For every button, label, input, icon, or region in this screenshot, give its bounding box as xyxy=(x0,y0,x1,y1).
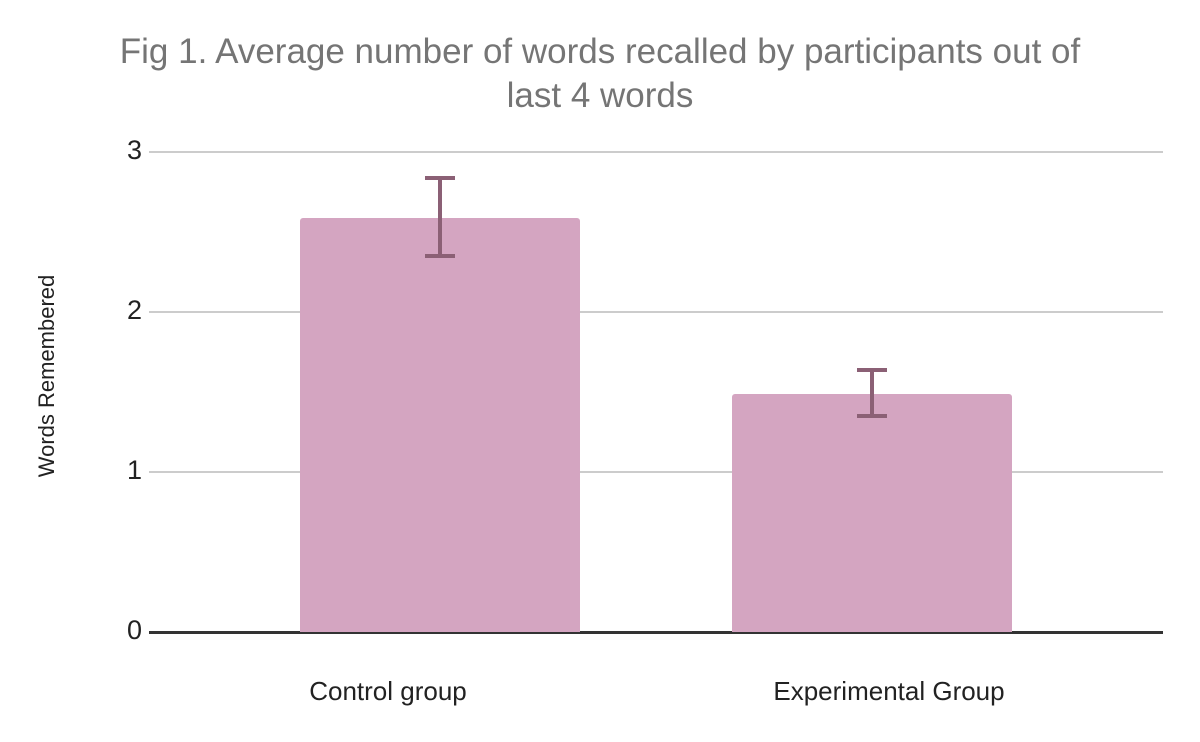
chart-title: Fig 1. Average number of words recalled … xyxy=(0,30,1200,118)
error-bar-experimental-group xyxy=(857,368,887,418)
error-bar-bottom-cap xyxy=(857,413,887,418)
chart-title-line-1: Fig 1. Average number of words recalled … xyxy=(119,32,1081,71)
gridline-1 xyxy=(149,471,1163,473)
x-axis-baseline xyxy=(149,631,1163,634)
gridline-2 xyxy=(149,311,1163,313)
y-tick-label-1: 1 xyxy=(126,455,142,485)
error-bar-line xyxy=(870,368,874,418)
x-category-label-control-group: Control group xyxy=(309,676,467,706)
error-bar-line xyxy=(438,176,442,258)
bar-control-group xyxy=(300,217,580,632)
error-bar-control-group xyxy=(425,176,455,258)
chart-title-line-2: last 4 words xyxy=(506,76,694,115)
y-tick-label-0: 0 xyxy=(126,615,142,645)
gridline-3 xyxy=(149,151,1163,153)
error-bar-bottom-cap xyxy=(425,253,455,258)
y-tick-label-3: 3 xyxy=(126,135,142,165)
x-category-label-experimental-group: Experimental Group xyxy=(773,676,1005,706)
y-tick-label-2: 2 xyxy=(126,295,142,325)
bar-experimental-group xyxy=(732,393,1012,632)
